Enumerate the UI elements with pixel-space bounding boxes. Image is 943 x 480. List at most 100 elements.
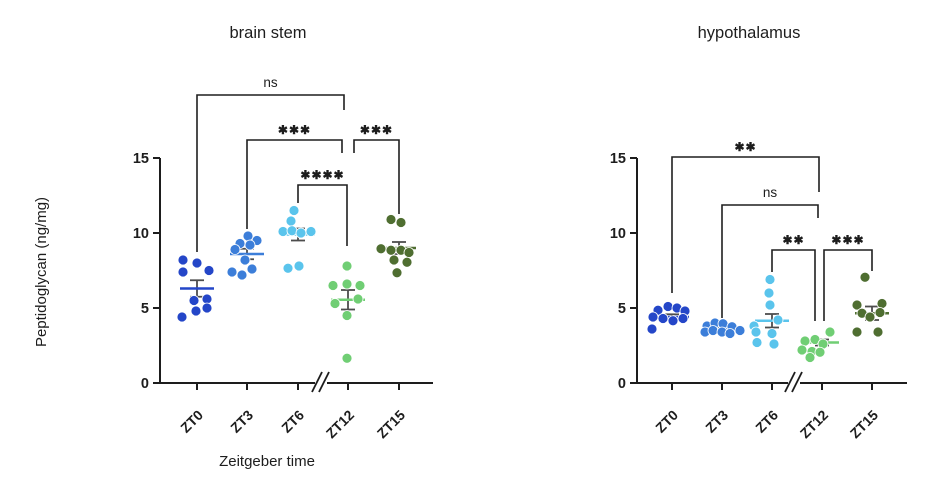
- data-point: [201, 293, 213, 305]
- data-point: [244, 239, 256, 251]
- data-point: [707, 325, 719, 336]
- x-tick-label: ZT0: [177, 407, 206, 436]
- data-point: [772, 314, 784, 326]
- y-tick-label: 5: [141, 301, 149, 317]
- data-point: [176, 311, 188, 323]
- data-point: [341, 352, 353, 364]
- data-point: [864, 311, 876, 323]
- data-point: [327, 280, 339, 291]
- data-point: [874, 307, 886, 318]
- data-point: [764, 274, 776, 285]
- data-point: [796, 344, 808, 356]
- data-point: [329, 298, 341, 309]
- data-point: [352, 293, 364, 305]
- x-tick-label: ZT6: [278, 407, 307, 436]
- data-point: [657, 313, 669, 324]
- axis-break-icon: [791, 371, 803, 393]
- data-point: [824, 326, 836, 338]
- data-point: [859, 271, 871, 283]
- y-tick-label: 0: [141, 376, 149, 392]
- chart-title: hypothalamus: [698, 24, 801, 42]
- data-point: [203, 265, 215, 276]
- data-point: [646, 323, 658, 335]
- data-point: [764, 299, 776, 311]
- x-axis-label: Zeitgeber time: [219, 453, 315, 470]
- data-point: [647, 311, 659, 323]
- y-tick-label: 10: [133, 226, 149, 242]
- data-point: [293, 260, 305, 272]
- significance-label: ✱✱✱: [360, 123, 393, 137]
- x-tick-label: ZT0: [652, 407, 681, 436]
- data-point: [341, 310, 353, 321]
- data-point: [385, 214, 397, 225]
- data-point: [768, 338, 780, 350]
- data-point: [242, 230, 254, 242]
- data-point: [814, 346, 826, 358]
- data-point: [286, 225, 298, 237]
- data-point: [751, 337, 763, 348]
- y-tick-label: 0: [618, 376, 626, 392]
- x-tick-label: ZT12: [797, 407, 832, 442]
- data-point: [285, 215, 297, 227]
- x-tick-label: ZT3: [702, 407, 731, 436]
- data-point: [277, 226, 289, 237]
- data-point: [766, 328, 778, 339]
- axis-break-icon: [784, 371, 796, 393]
- significance-label: ✱✱: [782, 233, 804, 247]
- x-tick-label: ZT3: [227, 407, 256, 436]
- data-point: [282, 262, 294, 274]
- x-tick-label: ZT15: [374, 407, 409, 442]
- data-point: [341, 260, 353, 272]
- data-point: [677, 313, 689, 324]
- data-point: [201, 302, 213, 314]
- data-point: [851, 326, 863, 338]
- data-point: [385, 244, 397, 256]
- x-tick-label: ZT6: [752, 407, 781, 436]
- data-point: [724, 328, 736, 339]
- data-point: [401, 256, 413, 268]
- axis-break-icon: [318, 371, 330, 393]
- significance-label: ✱✱: [734, 140, 756, 154]
- data-point: [391, 267, 403, 279]
- data-point: [246, 263, 258, 275]
- data-point: [341, 278, 353, 290]
- y-tick-label: 15: [610, 151, 626, 167]
- data-point: [403, 247, 415, 258]
- data-point: [288, 205, 300, 216]
- data-point: [851, 299, 863, 311]
- data-point: [226, 266, 238, 278]
- significance-label: ✱✱✱: [278, 123, 311, 137]
- data-point: [799, 335, 811, 347]
- data-point: [667, 315, 679, 327]
- data-point: [876, 298, 888, 309]
- significance-bracket: [246, 139, 343, 229]
- data-point: [872, 326, 884, 338]
- y-tick-label: 10: [610, 226, 626, 242]
- significance-label: ns: [763, 185, 778, 200]
- x-tick-label: ZT12: [323, 407, 358, 442]
- data-point: [750, 326, 762, 338]
- data-point: [395, 217, 407, 228]
- significance-bracket: [823, 249, 873, 321]
- x-tick-label: ZT15: [847, 407, 882, 442]
- y-axis-label: Peptidoglycan (ng/mg): [33, 197, 50, 347]
- chart-title: brain stem: [229, 24, 306, 42]
- significance-bracket: [353, 139, 400, 214]
- axis-break-icon: [311, 371, 323, 393]
- data-point: [177, 266, 189, 278]
- significance-bracket: [196, 94, 345, 252]
- data-point: [662, 301, 674, 312]
- data-point: [229, 244, 241, 255]
- significance-bracket: [771, 249, 816, 321]
- data-point: [804, 352, 816, 363]
- data-point: [239, 254, 251, 266]
- data-point: [734, 325, 746, 336]
- data-point: [295, 227, 307, 239]
- y-tick-label: 15: [133, 151, 149, 167]
- data-point: [188, 295, 200, 306]
- data-point: [190, 305, 202, 317]
- data-point: [236, 269, 248, 281]
